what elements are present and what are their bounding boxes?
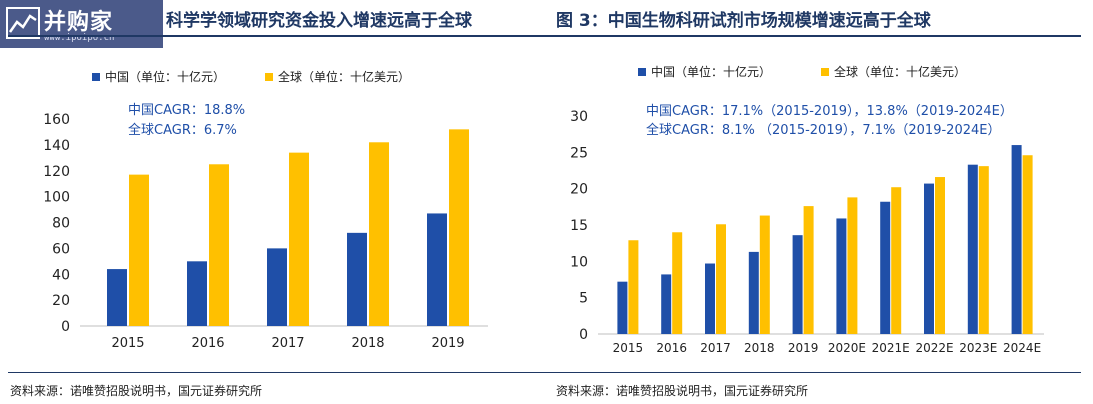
china-bar [107,269,127,326]
x-tick-label: 2015 [111,336,144,351]
legend-label: 全球（单位：十亿美元） [834,64,966,79]
global-bar [891,187,902,334]
x-tick-label: 2017 [271,336,304,351]
global-bar [449,129,469,326]
china-bar [705,263,715,334]
global-bar [935,177,945,334]
x-tick-label: 2022E [915,341,953,355]
global-bar [369,142,389,326]
china-bar [792,235,803,334]
china-bar [967,164,978,334]
y-tick-label: 20 [570,182,588,198]
china-bar [617,281,628,334]
cagr-annotation: 全球CAGR：6.7% [128,122,237,138]
legend-swatch [821,68,829,76]
cagr-annotation: 全球CAGR：8.1% （2015-2019），7.1%（2019-2024E） [646,122,1000,138]
global-bar [628,240,639,334]
y-tick-label: 0 [579,327,588,343]
china-bar [267,248,287,326]
logo-text: 并购家 [44,10,114,35]
global-bar [672,232,683,334]
china-bar [187,261,207,326]
global-bar [847,197,858,334]
legend-label: 全球（单位：十亿美元） [278,69,410,84]
china-bar [836,218,847,334]
footer-divider [8,372,1081,373]
y-tick-label: 60 [52,241,70,257]
global-bar [1022,155,1033,334]
global-bar [759,215,770,334]
global-bar [289,152,309,326]
x-tick-label: 2023E [959,341,997,355]
cagr-annotation: 中国CAGR：18.8% [128,103,245,118]
y-tick-label: 5 [579,291,588,307]
x-tick-label: 2018 [351,336,384,351]
global-bar [978,166,989,334]
left-chart-title: 科学学领域研究资金投入增速远高于全球 [166,11,472,31]
y-tick-label: 20 [52,293,70,309]
y-tick-label: 10 [570,254,588,270]
global-bar [803,206,814,334]
x-tick-label: 2019 [431,336,464,351]
legend-label: 中国（单位：十亿元） [651,64,771,79]
right-chart-title: 图 3：中国生物科研试剂市场规模增速远高于全球 [556,11,931,31]
y-tick-label: 40 [52,267,70,283]
china-bar [427,213,447,326]
china-bar [748,251,759,334]
x-tick-label: 2015 [613,341,644,355]
china-bar [880,201,891,334]
y-tick-label: 15 [570,218,588,234]
y-tick-label: 120 [43,164,70,180]
logo-url-text: www.ipoipo.cn [44,33,115,43]
legend-label: 中国（单位：十亿元） [105,69,225,84]
cagr-annotation: 中国CAGR：17.1%（2015-2019），13.8%（2019-2024E… [646,104,1013,119]
right-bar-chart: 中国（单位：十亿元） 全球（单位：十亿美元） 中国CAGR：17.1%（2015-2… [570,64,1044,355]
global-bar [209,164,229,326]
y-tick-label: 80 [52,216,70,232]
y-tick-label: 100 [43,190,70,206]
logo-badge: 并购家 www.ipoipo.cn [0,0,163,48]
legend-swatch [92,73,100,81]
y-tick-label: 30 [570,109,588,125]
x-tick-label: 2016 [656,341,687,355]
china-bar [661,274,672,334]
legend-swatch [638,68,646,76]
china-bar [924,183,934,334]
global-bar [129,174,149,326]
x-tick-label: 2021E [872,341,910,355]
left-source-note: 资料来源：诺唯赞招股说明书，国元证券研究所 [10,384,263,398]
x-tick-label: 2017 [700,341,731,355]
y-tick-label: 140 [43,138,70,154]
x-tick-label: 2024E [1003,341,1041,355]
right-source-note: 资料来源：诺唯赞招股说明书，国元证券研究所 [556,384,809,398]
x-tick-label: 2020E [828,341,866,355]
chart-logo-icon [6,7,40,39]
china-bar [1011,145,1022,334]
y-tick-label: 25 [570,145,588,161]
x-tick-label: 2019 [788,341,819,355]
x-tick-label: 2018 [744,341,775,355]
china-bar [347,232,367,326]
left-bar-chart: 中国（单位：十亿元） 全球（单位：十亿美元） 中国CAGR：18.8% 全球CAGR：… [43,69,488,351]
global-bar [716,224,726,334]
y-tick-label: 160 [43,112,70,128]
y-tick-label: 0 [61,319,70,335]
title-divider [8,35,1081,37]
x-tick-label: 2016 [191,336,224,351]
legend-swatch [265,73,273,81]
